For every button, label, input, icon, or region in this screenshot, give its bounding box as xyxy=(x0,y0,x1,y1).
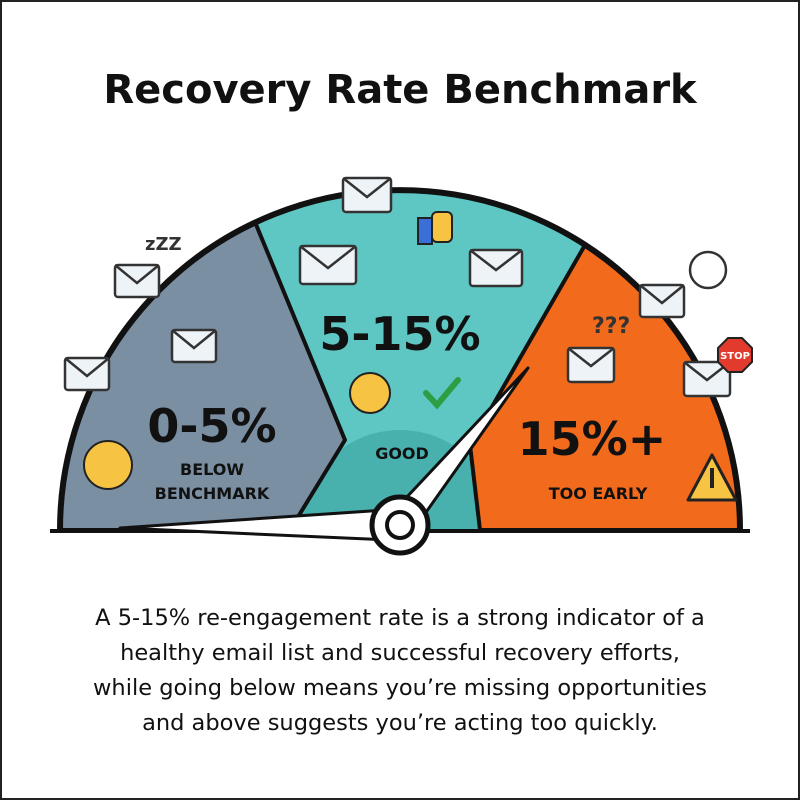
stop-text: STOP xyxy=(720,351,750,362)
caption-line: and above suggests you’re acting too qui… xyxy=(142,710,658,736)
clock-icon xyxy=(688,250,728,290)
gauge xyxy=(50,187,750,533)
happy-face xyxy=(349,372,391,414)
title: Recovery Rate Benchmark xyxy=(103,67,698,113)
thumb-icon xyxy=(417,217,433,245)
status-label: BENCHMARK xyxy=(155,484,270,503)
range-label: 5-15% xyxy=(319,307,480,361)
caption-line: healthy email list and successful recove… xyxy=(120,640,680,666)
caption-line: A 5-15% re-engagement rate is a strong i… xyxy=(95,605,705,631)
sleep-text: zZZ xyxy=(145,234,182,255)
sad-face xyxy=(83,440,133,490)
status-label: TOO EARLY xyxy=(549,484,648,503)
icons: zZZ ??? STOP xyxy=(63,176,753,502)
range-label: 15%+ xyxy=(518,412,667,466)
stop-sign xyxy=(717,337,753,373)
range-label: 0-5% xyxy=(147,399,276,453)
needle xyxy=(118,366,530,556)
question-text: ??? xyxy=(592,314,630,339)
status-label: BELOW xyxy=(180,460,244,479)
check-mark xyxy=(423,377,461,410)
status-label: GOOD xyxy=(375,444,429,463)
caption-line: while going below means you’re missing o… xyxy=(93,675,707,701)
